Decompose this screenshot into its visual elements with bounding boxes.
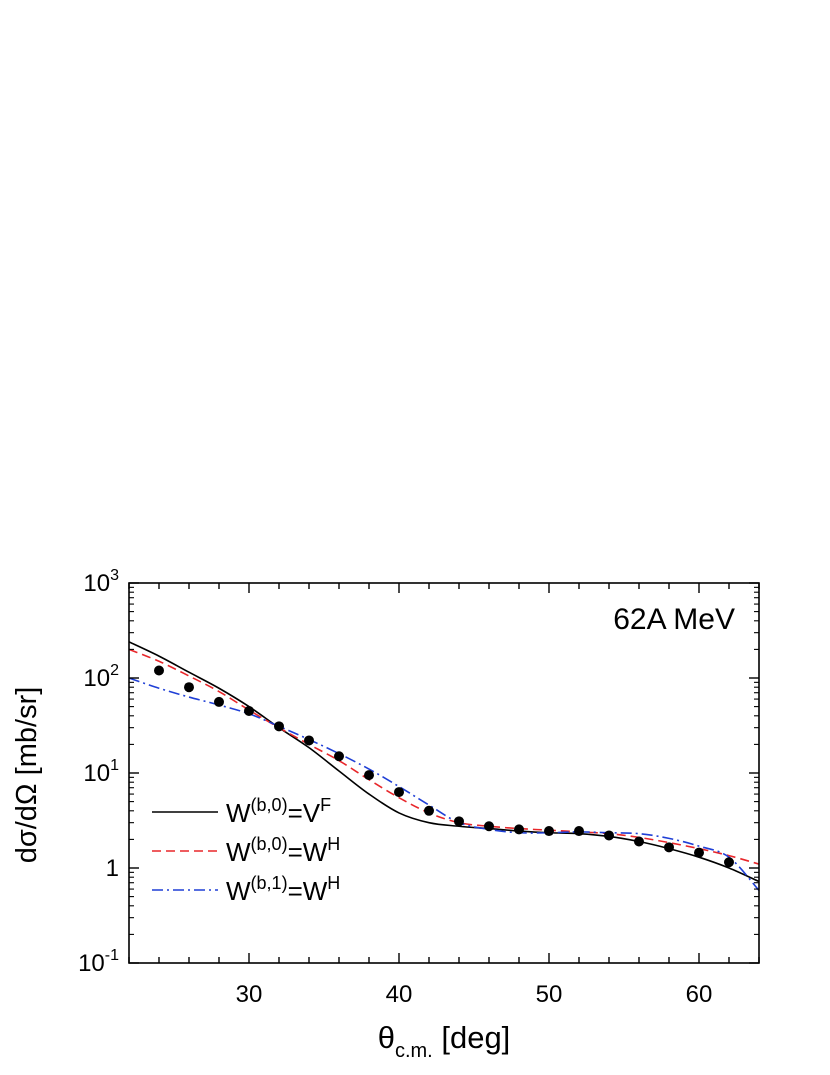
y-tick-base: 10	[83, 760, 110, 787]
legend-superscript: (b,0)	[251, 795, 288, 815]
data-point	[214, 696, 224, 707]
plot-layer	[129, 641, 759, 892]
legend-superscript: H	[327, 873, 340, 893]
x-tick-label: 50	[536, 981, 563, 1008]
y-tick-label: 103	[83, 567, 119, 597]
data-point	[694, 847, 704, 858]
data-point	[604, 830, 614, 841]
x-tick-label: 60	[686, 981, 713, 1008]
legend: W(b,0)=VFW(b,0)=WHW(b,1)=WH	[152, 795, 340, 906]
data-point	[664, 842, 674, 853]
y-tick-label: 101	[83, 757, 119, 787]
data-point	[574, 826, 584, 837]
data-point	[244, 705, 254, 716]
y-tick-exponent: 2	[110, 662, 119, 679]
x-axis-label-symbol: θ	[378, 1020, 395, 1055]
chart-annotation: 62A MeV	[613, 603, 735, 636]
x-axis-label: θc.m. [deg]	[378, 1020, 511, 1062]
curves	[129, 641, 759, 892]
x-axis-label-subscript: c.m.	[395, 1040, 433, 1062]
data-point	[364, 770, 374, 781]
legend-superscript: (b,1)	[251, 873, 288, 893]
legend-superscript: F	[320, 795, 331, 815]
y-tick-base: 10	[83, 665, 110, 692]
y-tick-label: 10-1	[78, 947, 119, 977]
x-tick-label: 40	[386, 981, 413, 1008]
legend-text: W	[226, 876, 251, 906]
data-points	[154, 665, 734, 868]
x-axis-label-unit: [deg]	[441, 1020, 510, 1055]
legend-text: =W	[288, 837, 328, 867]
data-point	[724, 857, 734, 868]
legend-text: W	[226, 837, 251, 867]
legend-superscript: (b,0)	[251, 834, 288, 854]
data-point	[394, 787, 404, 798]
data-point	[424, 805, 434, 816]
y-axis-label: dσ/dΩ [mb/sr]	[11, 687, 43, 864]
y-tick-base: 1	[106, 855, 119, 882]
y-tick-base: 10	[78, 950, 105, 977]
legend-label-1: W(b,0)=WH	[226, 834, 340, 867]
data-point	[544, 826, 554, 837]
plot-frame	[128, 582, 760, 964]
series-line-1	[129, 648, 759, 865]
data-point	[334, 751, 344, 762]
y-tick-exponent: 3	[110, 567, 119, 584]
legend-text: =W	[288, 876, 328, 906]
data-point	[274, 721, 284, 732]
legend-label-0: W(b,0)=VF	[226, 795, 331, 828]
y-tick-base: 10	[83, 570, 110, 597]
data-point	[304, 735, 314, 746]
data-point	[634, 836, 644, 847]
legend-text: =V	[288, 798, 321, 828]
legend-text: W	[226, 798, 251, 828]
data-point	[184, 682, 194, 693]
y-tick-label: 1	[106, 855, 119, 882]
y-tick-label: 102	[83, 662, 119, 692]
legend-superscript: H	[327, 834, 340, 854]
y-tick-exponent: 1	[110, 757, 119, 774]
series-line-2	[129, 677, 759, 892]
y-tick-exponent: -1	[105, 947, 119, 964]
data-point	[154, 665, 164, 676]
data-point	[484, 821, 494, 832]
x-tick-label: 30	[236, 981, 263, 1008]
data-point	[454, 816, 464, 827]
series-line-0	[129, 641, 759, 883]
legend-label-2: W(b,1)=WH	[226, 873, 340, 906]
data-point	[514, 824, 524, 835]
